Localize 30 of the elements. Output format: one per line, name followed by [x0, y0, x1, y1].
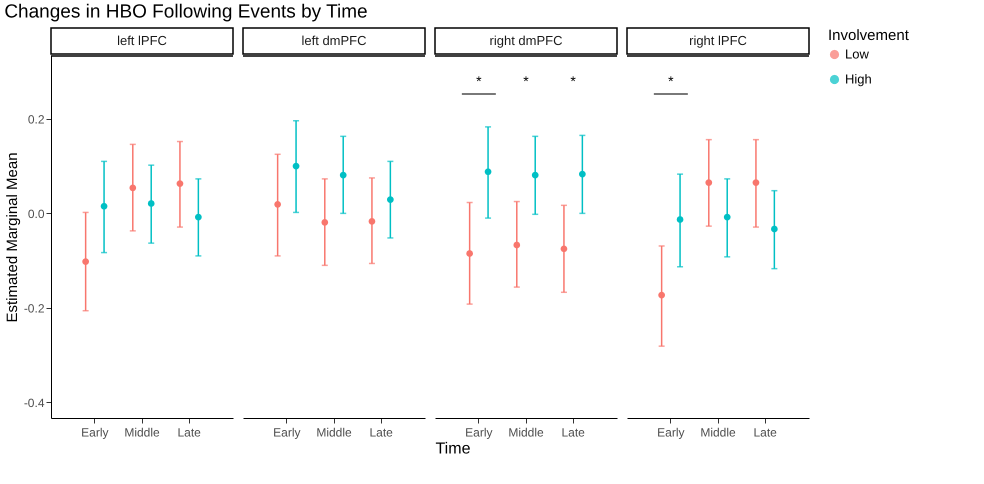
x-tick-label: Early	[657, 426, 685, 440]
chart-subtitle: left dmPFC	[301, 33, 367, 48]
x-tick-label: Late	[561, 426, 586, 440]
annotation: *	[476, 73, 482, 90]
y-tick-label: 0.2	[28, 112, 45, 126]
x-tick-label: Middle	[124, 426, 160, 440]
x-tick-label: Early	[81, 426, 109, 440]
y-tick-label: -0.4	[24, 396, 45, 410]
chart-title: Changes in HBO Following Events by Time	[4, 1, 368, 22]
legend-title: Involvement	[828, 27, 910, 44]
x-tick-label: Middle	[316, 426, 352, 440]
chart-subtitle: right dmPFC	[490, 33, 562, 48]
x-tick-label: Early	[273, 426, 301, 440]
chart-subtitle: left lPFC	[117, 33, 167, 48]
y-axis-title: Estimated Marginal Mean	[4, 152, 21, 323]
annotation: *	[570, 73, 576, 90]
annotation: *	[523, 73, 530, 90]
x-tick-label: Middle	[700, 426, 736, 440]
annotation: *	[668, 73, 674, 90]
legend-label: High	[845, 72, 872, 86]
x-tick-label: Early	[465, 426, 493, 440]
x-tick-label: Late	[369, 426, 394, 440]
x-tick-label: Late	[753, 426, 778, 440]
chart-subtitle: right lPFC	[689, 33, 747, 48]
x-tick-label: Middle	[508, 426, 544, 440]
y-tick-label: -0.2	[24, 301, 45, 316]
legend-label: Low	[845, 46, 870, 62]
y-tick-label: 0.0	[28, 206, 45, 221]
x-tick-label: Late	[177, 426, 202, 440]
x-axis-title: Time	[436, 440, 471, 458]
